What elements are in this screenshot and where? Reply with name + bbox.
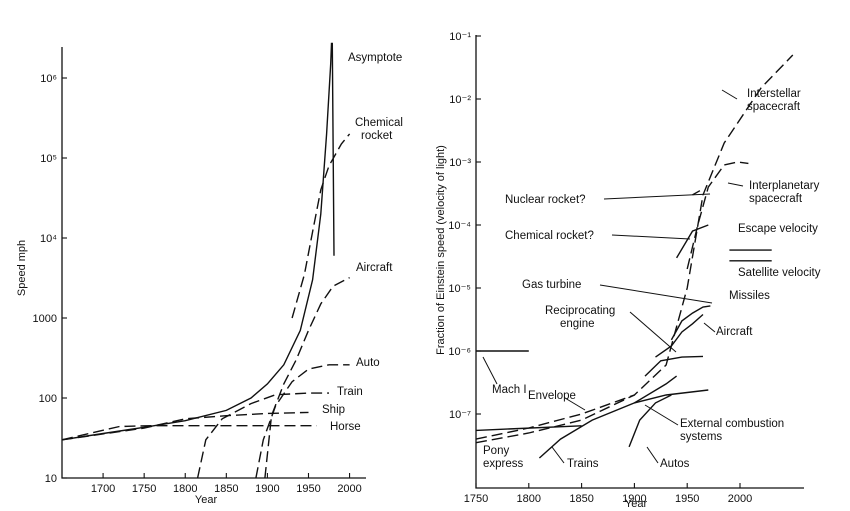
leader-lines	[482, 89, 744, 464]
label-envelope: Envelope	[528, 390, 576, 402]
label-trains: Trains	[567, 458, 599, 470]
right-y-tick-label-3: 10⁻⁴	[448, 220, 471, 232]
label-external-combustion-1: External combustion	[680, 418, 784, 430]
label-nuclear-rocket: Nuclear rocket?	[505, 194, 586, 206]
label-satellite-velocity: Satellite velocity	[738, 267, 821, 279]
right-x-tick-label-1800: 1800	[517, 493, 541, 505]
left-y-axis-label: Speed mph	[16, 240, 28, 296]
right-x-tick-label-1900: 1900	[622, 493, 646, 505]
right-series-envelope	[475, 394, 635, 440]
right-series-reciprocating-engine	[644, 355, 704, 377]
right-y-tick-label-6: 10⁻⁷	[449, 409, 471, 421]
left-x-tick-label-2000: 2000	[337, 483, 361, 495]
label-reciprocating-1: Reciprocating	[545, 305, 615, 317]
label-interstellar-2: spacecraft	[747, 101, 801, 113]
left-series-aircraft	[264, 276, 350, 479]
label-interplanetary-1: Interplanetary	[749, 180, 820, 192]
label-autos: Autos	[660, 458, 690, 470]
left-x-tick-label-1850: 1850	[214, 483, 238, 495]
right-chart: 1750 1800 1850 1900 1950 2000 10⁻¹10⁻²10⁻³10⁻…	[435, 31, 821, 510]
label-pony-1: Pony	[483, 445, 509, 457]
label-interplanetary-2: spacecraft	[749, 193, 803, 205]
left-x-tick-label-1800: 1800	[173, 483, 197, 495]
label-interstellar-1: Interstellar	[747, 88, 801, 100]
left-x-tick-label-1700: 1700	[91, 483, 115, 495]
left-y-tick-label-0: 10	[45, 473, 57, 485]
label-missiles: Missiles	[729, 290, 770, 302]
left-y-tick-label-1: 100	[39, 393, 57, 405]
label-chemical-rocket-2: rocket	[361, 130, 393, 142]
left-series-auto	[255, 364, 350, 479]
left-chart: 1700 1750 1800 1850 1900 1950 2000 10100100010…	[16, 42, 403, 506]
right-series-autos	[628, 394, 672, 448]
left-series-chemical-rocket	[291, 133, 351, 319]
label-pony-2: express	[483, 458, 524, 470]
right-x-axis-label: Year	[625, 498, 648, 510]
left-y-tick-label-2: 1000	[33, 313, 57, 325]
left-x-axis-label: Year	[195, 494, 218, 506]
left-x-tick-label-1750: 1750	[132, 483, 156, 495]
label-external-combustion-2: systems	[680, 431, 722, 443]
label-ship: Ship	[322, 404, 345, 416]
right-y-tick-label-0: 10⁻¹	[449, 31, 471, 43]
label-reciprocating-2: engine	[560, 318, 595, 330]
right-y-tick-label-1: 10⁻²	[449, 94, 471, 106]
left-y-ticks: 10 100 1000 10⁴ 10⁵ 10⁶	[33, 73, 67, 485]
right-x-tick-label-2000: 2000	[728, 493, 752, 505]
right-y-axis-label: Fraction of Einstein speed (velocity of …	[435, 145, 447, 355]
right-x-tick-label-1850: 1850	[569, 493, 593, 505]
left-x-ticks: 1700 1750 1800 1850 1900 1950 2000	[91, 473, 362, 495]
left-x-tick-label-1900: 1900	[255, 483, 279, 495]
left-series-horse	[61, 425, 317, 441]
label-chemical-rocket-1: Chemical	[355, 117, 403, 129]
label-horse: Horse	[330, 421, 361, 433]
right-y-tick-label-2: 10⁻³	[449, 157, 471, 169]
left-series-ship	[61, 411, 309, 441]
left-y-tick-label-3: 10⁴	[40, 233, 57, 245]
right-y-tick-label-4: 10⁻⁵	[448, 283, 471, 295]
right-series-external-combustion-systems	[634, 389, 709, 404]
label-aircraft: Aircraft	[356, 262, 393, 274]
label-asymptote: Asymptote	[348, 52, 402, 64]
label-aircraft-right: Aircraft	[716, 326, 753, 338]
right-y-tick-label-5: 10⁻⁶	[448, 346, 471, 358]
label-gas-turbine: Gas turbine	[522, 279, 581, 291]
right-series-interplanetary-spacecraft	[686, 161, 749, 270]
right-series-aircraft	[655, 313, 704, 358]
right-x-tick-label-1950: 1950	[675, 493, 699, 505]
left-y-tick-label-5: 10⁶	[40, 73, 57, 85]
right-series-chemical-rocket	[675, 224, 709, 259]
left-series	[61, 42, 351, 479]
label-chemical-rocket: Chemical rocket?	[505, 230, 594, 242]
left-series-train	[196, 392, 329, 479]
label-train: Train	[337, 386, 363, 398]
right-series	[475, 54, 794, 459]
label-auto: Auto	[356, 357, 380, 369]
right-series-trains	[538, 375, 678, 459]
right-series-missiles	[670, 305, 711, 341]
label-mach-1: Mach I	[492, 384, 527, 396]
label-escape-velocity: Escape velocity	[738, 223, 818, 235]
left-x-tick-label-1950: 1950	[296, 483, 320, 495]
right-series-nuclear-rocket	[692, 190, 701, 196]
right-y-ticks: 10⁻¹ 10⁻² 10⁻³ 10⁻⁴ 10⁻⁵ 10⁻⁶ 10⁻⁷	[448, 31, 481, 421]
right-series-pony-express	[475, 425, 582, 432]
right-x-ticks: 1750 1800 1850 1900 1950 2000	[464, 483, 752, 505]
left-y-tick-label-4: 10⁵	[40, 153, 57, 165]
right-x-tick-label-1750: 1750	[464, 493, 488, 505]
